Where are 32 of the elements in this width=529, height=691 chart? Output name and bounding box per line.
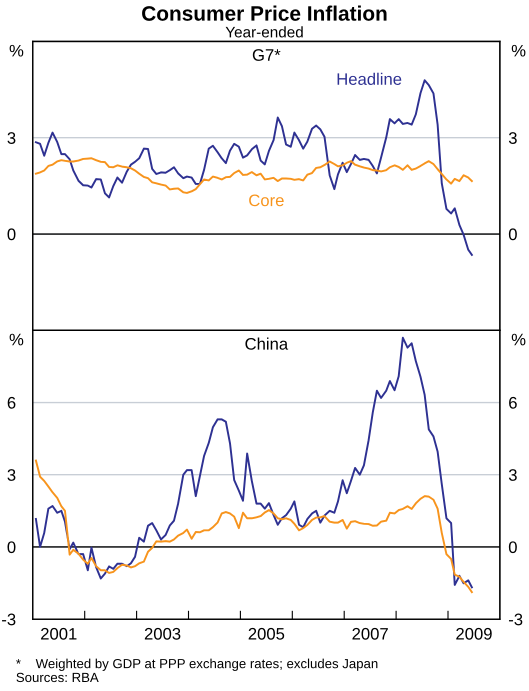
y-tick-label: 3 <box>8 132 16 144</box>
y-tick-label: 3 <box>8 469 16 481</box>
y2-tick-label: 6 <box>509 396 517 409</box>
y2-axis-title: % <box>512 334 526 346</box>
y-axis-title: % <box>10 44 24 57</box>
chart-title: China <box>245 338 288 350</box>
source-note: Sources: RBA <box>16 672 99 682</box>
text: * Weighted by GDP at PPP exchange rates; excludes Japan <box>16 658 378 671</box>
line-series <box>34 336 473 588</box>
annotation: G7* <box>252 49 280 61</box>
line-series <box>34 157 473 194</box>
series-label: Headline <box>338 72 402 85</box>
y-tick-label: 0 <box>8 228 16 240</box>
x-tick-label: 2001 <box>41 628 76 640</box>
y2-tick-label: 0 <box>508 541 517 554</box>
y-axis-title: % <box>10 334 24 346</box>
y2-axis-title: % <box>512 44 526 57</box>
y2-tick-label: 3 <box>508 132 517 144</box>
y2-tick-label: 0 <box>508 228 517 240</box>
y-tick-label: -3 <box>2 614 16 626</box>
x-tick-label: 2005 <box>248 628 284 640</box>
y2-tick-label: -3 <box>508 614 522 626</box>
x-tick-label: 2009 <box>456 628 492 640</box>
y-tick-label: 6 <box>8 396 16 409</box>
chart-title: Consumer Price Inflation <box>142 6 386 21</box>
y-tick-label: 0 <box>8 541 16 554</box>
chart-subtitle: Year-ended <box>226 26 303 38</box>
y2-tick-label: 3 <box>508 469 517 481</box>
x-tick-label: 2003 <box>144 628 180 640</box>
series-label: Core <box>249 194 284 206</box>
line-series <box>34 460 473 594</box>
x-tick-label: 2007 <box>352 628 388 640</box>
